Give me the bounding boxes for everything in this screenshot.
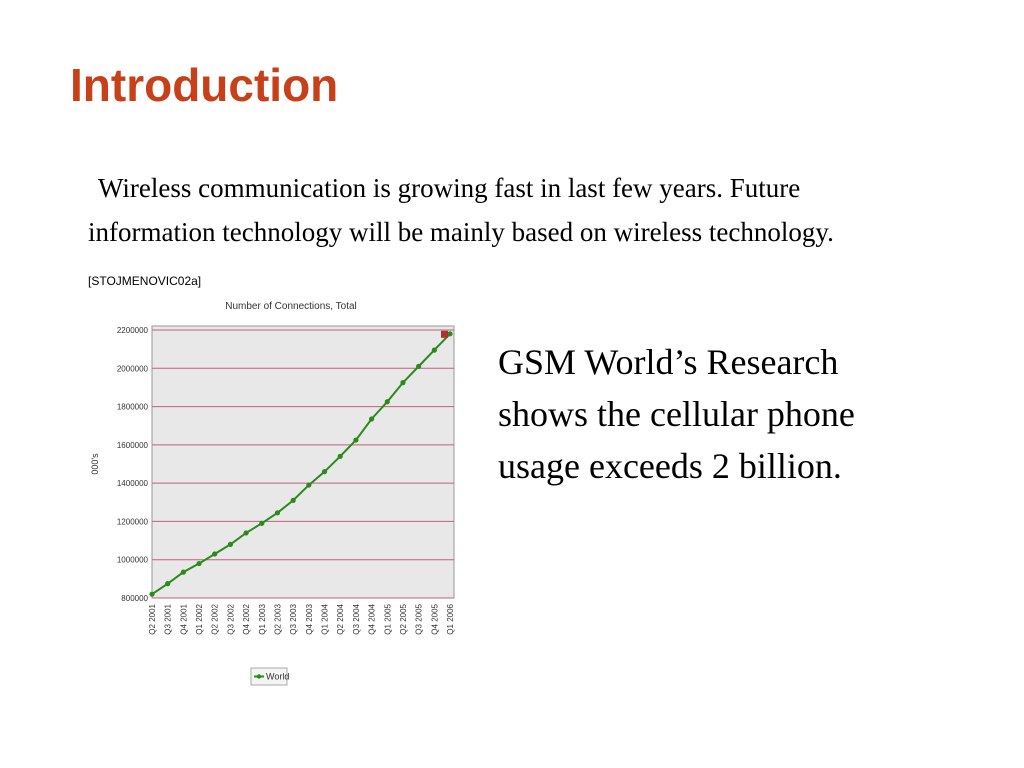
x-tick-label: Q3 2005	[415, 603, 424, 634]
x-tick-label: Q4 2002	[242, 603, 251, 634]
x-tick-label: Q3 2001	[164, 603, 173, 634]
data-point	[196, 560, 202, 567]
data-point	[227, 541, 234, 547]
x-tick-label: Q2 2003	[273, 603, 282, 634]
side-text: GSM World’s Research shows the cellular …	[498, 342, 855, 486]
y-tick-label: 1400000	[117, 479, 149, 488]
x-tick-label: Q4 2004	[368, 603, 377, 634]
data-point	[180, 569, 186, 575]
y-tick-label: 1800000	[117, 403, 149, 412]
chart-title: Number of Connections, Total	[225, 301, 357, 312]
x-tick-label: Q2 2002	[211, 603, 220, 634]
y-tick-label: 800000	[121, 594, 148, 603]
x-tick-label: Q1 2005	[383, 603, 392, 634]
x-tick-label: Q3 2004	[352, 603, 361, 634]
x-tick-label: Q2 2005	[399, 603, 408, 634]
y-axis-title: 000's	[90, 453, 100, 475]
y-tick-label: 1200000	[117, 517, 149, 526]
legend-swatch-point	[256, 674, 262, 679]
connections-chart: Number of Connections, Total 800000 100000…	[90, 301, 455, 686]
x-tick-label: Q3 2003	[289, 603, 298, 634]
data-point	[149, 591, 155, 597]
data-point	[368, 416, 375, 422]
citation: [STOJMENOVIC02a]	[88, 274, 202, 288]
intro-text: Wireless communication is growing fast i…	[88, 173, 834, 247]
series-line-world	[151, 333, 451, 596]
x-tick-label: Q4 2005	[430, 603, 439, 634]
data-point	[400, 380, 406, 386]
data-point	[306, 482, 312, 488]
data-point	[212, 551, 218, 557]
plot-area	[151, 325, 455, 599]
x-tick-label: Q2 2004	[336, 603, 345, 634]
data-point	[447, 331, 453, 337]
slide-title: Introduction	[70, 59, 339, 111]
data-point	[337, 453, 343, 459]
y-tick-label: 1600000	[117, 441, 149, 450]
x-tick-label: Q1 2004	[321, 603, 330, 634]
data-point	[384, 399, 390, 405]
data-point	[431, 347, 437, 353]
x-tick-label: Q3 2002	[226, 603, 235, 634]
x-tick-label: Q1 2002	[195, 603, 204, 634]
data-point	[416, 363, 422, 369]
data-point	[243, 530, 249, 536]
legend-box	[250, 667, 288, 686]
x-tick-label: Q1 2003	[258, 603, 267, 634]
y-tick-label: 1000000	[117, 556, 149, 565]
x-tick-label: Q2 2001	[148, 603, 157, 634]
x-tick-label: Q4 2001	[179, 603, 188, 634]
data-point	[353, 437, 359, 443]
data-point	[321, 469, 328, 475]
legend-label: World	[266, 672, 289, 682]
x-tick-label: Q4 2003	[305, 603, 314, 634]
y-tick-label: 2000000	[117, 364, 149, 373]
data-point	[165, 581, 171, 587]
x-tick-label: Q1 2006	[446, 603, 455, 634]
data-point	[290, 497, 296, 503]
highlight-marker	[441, 330, 448, 338]
data-point	[274, 510, 281, 516]
data-point	[259, 520, 265, 526]
intro-paragraph: Wireless communication is growing fast i…	[88, 166, 908, 303]
y-tick-label: 2200000	[117, 326, 149, 335]
